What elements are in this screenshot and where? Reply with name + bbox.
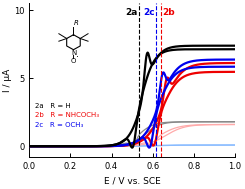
- Text: R: R: [74, 20, 79, 26]
- Text: O: O: [71, 58, 76, 64]
- Text: 2a   R = H: 2a R = H: [35, 103, 71, 109]
- Y-axis label: I / μA: I / μA: [3, 69, 12, 92]
- Text: ·: ·: [76, 52, 79, 62]
- Text: 2b   R = NHCOCH₃: 2b R = NHCOCH₃: [35, 112, 99, 118]
- X-axis label: E / V vs. SCE: E / V vs. SCE: [104, 177, 160, 186]
- Text: 2a: 2a: [125, 8, 138, 17]
- Text: 2b: 2b: [162, 8, 175, 17]
- Text: 2c: 2c: [144, 8, 155, 17]
- Text: 2c   R = OCH₃: 2c R = OCH₃: [35, 122, 84, 128]
- Text: N: N: [71, 50, 76, 56]
